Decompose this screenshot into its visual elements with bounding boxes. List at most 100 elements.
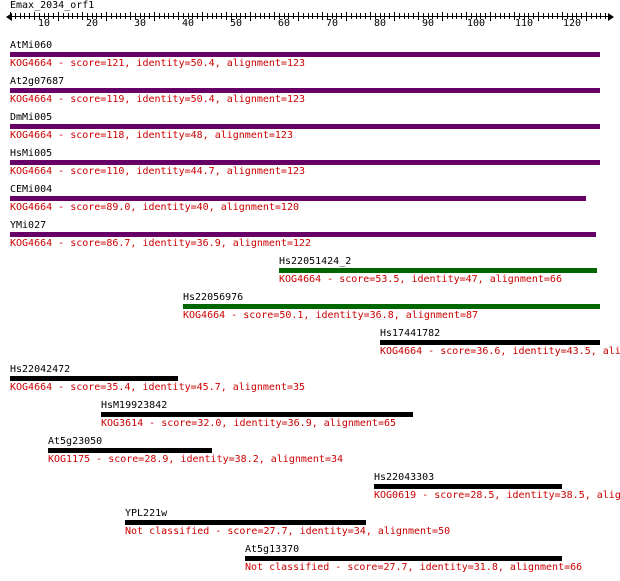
hit-alignment-bar[interactable] [183, 304, 600, 309]
hit-description[interactable]: KOG3614 - score=32.0, identity=36.9, ali… [101, 418, 397, 429]
ruler-minor-tick [562, 12, 563, 20]
ruler-minor-tick [284, 13, 285, 19]
hit-description[interactable]: KOG1175 - score=28.9, identity=38.2, ali… [48, 454, 344, 465]
ruler-minor-tick [216, 13, 217, 19]
hit-alignment-bar[interactable] [245, 556, 562, 561]
hit-description[interactable]: KOG4664 - score=86.7, identity=36.9, ali… [10, 238, 312, 249]
hit-alignment-bar[interactable] [374, 484, 562, 489]
hit-alignment-bar[interactable] [101, 412, 413, 417]
ruler-minor-tick [332, 13, 333, 19]
ruler-minor-tick [509, 13, 510, 19]
ruler-major-tick [586, 12, 587, 21]
ruler-line [10, 16, 610, 17]
hit-name[interactable]: YMi027 [10, 220, 47, 231]
ruler-minor-tick [567, 13, 568, 19]
hit-name[interactable]: Hs22051424_2 [279, 256, 352, 267]
ruler-minor-tick [308, 13, 309, 19]
hit-description[interactable]: KOG0619 - score=28.5, identity=38.5, ali… [374, 490, 620, 501]
ruler-minor-tick [24, 13, 25, 19]
ruler-minor-tick [341, 13, 342, 19]
ruler-minor-tick [125, 13, 126, 19]
hit-description[interactable]: KOG4664 - score=89.0, identity=40, align… [10, 202, 299, 213]
ruler-major-tick [490, 12, 491, 21]
ruler-major-tick [442, 12, 443, 21]
hit-name[interactable]: Hs22056976 [183, 292, 244, 303]
ruler-minor-tick [524, 13, 525, 19]
hit-description[interactable]: Not classified - score=27.7, identity=31… [245, 562, 583, 573]
ruler-minor-tick [226, 12, 227, 20]
ruler-minor-tick [485, 13, 486, 19]
ruler-minor-tick [39, 13, 40, 19]
hit-name[interactable]: AtMi060 [10, 40, 53, 51]
hit-name[interactable]: HsM19923842 [101, 400, 168, 411]
ruler-minor-tick [92, 13, 93, 19]
hit-alignment-bar[interactable] [279, 268, 597, 273]
ruler-tick-label: 30 [134, 18, 147, 29]
hit-alignment-bar[interactable] [10, 88, 600, 93]
ruler-minor-tick [34, 12, 35, 20]
ruler-minor-tick [322, 12, 323, 20]
ruler-minor-tick [466, 12, 467, 20]
hit-description[interactable]: KOG4664 - score=110, identity=44.7, alig… [10, 166, 306, 177]
ruler-minor-tick [207, 13, 208, 19]
hit-alignment-bar[interactable] [10, 52, 600, 57]
ruler-tick-label: 90 [422, 18, 435, 29]
ruler-minor-tick [87, 13, 88, 19]
hit-description[interactable]: KOG4664 - score=36.6, identity=43.5, ali… [380, 346, 620, 357]
hit-alignment-bar[interactable] [10, 196, 586, 201]
hit-name[interactable]: HsMi005 [10, 148, 53, 159]
ruler-minor-tick [514, 12, 515, 20]
hit-alignment-bar[interactable] [10, 376, 178, 381]
ruler-minor-tick [221, 13, 222, 19]
ruler-minor-tick [476, 13, 477, 19]
ruler-major-tick [394, 12, 395, 21]
hit-name[interactable]: Hs17441782 [380, 328, 441, 339]
hit-description[interactable]: KOG4664 - score=119, identity=50.4, alig… [10, 94, 306, 105]
ruler-minor-tick [548, 13, 549, 19]
ruler-minor-tick [173, 13, 174, 19]
hit-description[interactable]: Not classified - score=27.7, identity=34… [125, 526, 451, 537]
ruler-right-arrow-icon [608, 13, 614, 21]
ruler-minor-tick [591, 13, 592, 19]
ruler-minor-tick [29, 13, 30, 19]
hit-alignment-bar[interactable] [125, 520, 366, 525]
hit-description[interactable]: KOG4664 - score=121, identity=50.4, alig… [10, 58, 306, 69]
ruler-minor-tick [164, 13, 165, 19]
ruler-minor-tick [600, 13, 601, 19]
ruler-minor-tick [336, 13, 337, 19]
ruler-tick-label: 80 [374, 18, 387, 29]
hit-alignment-bar[interactable] [48, 448, 212, 453]
ruler-minor-tick [240, 13, 241, 19]
hit-description[interactable]: KOG4664 - score=118, identity=48, alignm… [10, 130, 293, 141]
ruler-minor-tick [500, 13, 501, 19]
hit-name[interactable]: DmMi005 [10, 112, 53, 123]
ruler-major-tick [154, 12, 155, 21]
ruler-minor-tick [144, 13, 145, 19]
hit-name[interactable]: At2g07687 [10, 76, 65, 87]
hit-name[interactable]: Hs22043303 [374, 472, 435, 483]
ruler-minor-tick [351, 13, 352, 19]
hit-alignment-bar[interactable] [10, 160, 600, 165]
ruler-minor-tick [293, 13, 294, 19]
ruler-tick-label: 20 [86, 18, 99, 29]
hit-description[interactable]: KOG4664 - score=35.4, identity=45.7, ali… [10, 382, 306, 393]
ruler-minor-tick [432, 13, 433, 19]
hit-alignment-bar[interactable] [380, 340, 600, 345]
ruler-minor-tick [68, 13, 69, 19]
ruler-minor-tick [197, 13, 198, 19]
ruler-minor-tick [159, 13, 160, 19]
ruler-minor-tick [269, 13, 270, 19]
ruler-minor-tick [461, 13, 462, 19]
ruler-minor-tick [274, 12, 275, 20]
hit-name[interactable]: At5g23050 [48, 436, 103, 447]
hit-alignment-bar[interactable] [10, 232, 596, 237]
hit-name[interactable]: Hs22042472 [10, 364, 71, 375]
hit-description[interactable]: KOG4664 - score=53.5, identity=47, align… [279, 274, 562, 285]
hit-name[interactable]: YPL221w [125, 508, 168, 519]
ruler-minor-tick [120, 13, 121, 19]
hit-description[interactable]: KOG4664 - score=50.1, identity=36.8, ali… [183, 310, 479, 321]
hit-name[interactable]: At5g13370 [245, 544, 300, 555]
hit-alignment-bar[interactable] [10, 124, 600, 129]
hit-name[interactable]: CEMi004 [10, 184, 53, 195]
